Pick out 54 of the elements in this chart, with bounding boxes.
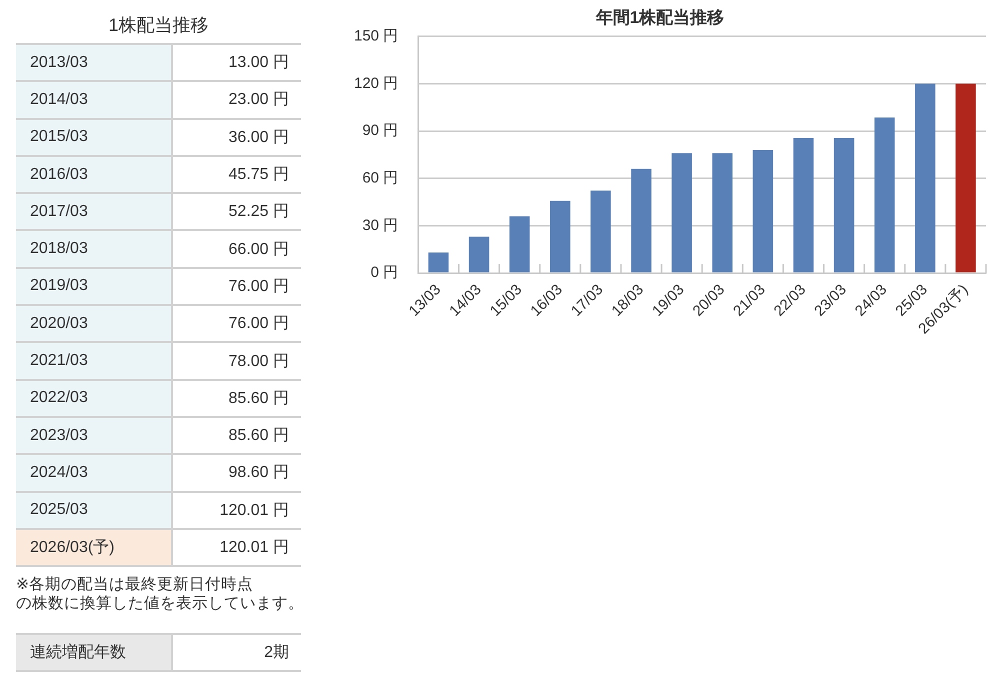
category-label: 2018/03 <box>16 231 173 267</box>
y-tick-label: 90 円 <box>362 122 398 140</box>
text: 13.00 円 <box>228 54 289 72</box>
text: の株数に換算した値を表示しています。 <box>16 594 304 614</box>
bar <box>874 117 895 272</box>
category-label: 2026/03(予) <box>16 530 173 566</box>
text: 1株配当推移 <box>107 14 210 37</box>
bar <box>468 236 490 272</box>
text: 76.00 円 <box>228 278 289 295</box>
y-tick-label: 30 円 <box>362 216 398 234</box>
text: 45.75 円 <box>228 166 289 184</box>
bar <box>590 190 611 272</box>
bar <box>509 216 530 272</box>
text: 120.01 円 <box>220 539 289 556</box>
bar <box>428 252 449 272</box>
text: 78.00 円 <box>228 352 289 370</box>
y-tick-label: 150 円 <box>354 28 398 45</box>
bar <box>672 153 692 272</box>
bar <box>550 200 570 272</box>
text: 85.60 円 <box>228 427 289 444</box>
text: 66.00 円 <box>228 240 289 258</box>
category-label: 連続増配年数 <box>16 635 173 670</box>
text: 52.25 円 <box>228 203 289 220</box>
category-label: 2013/03 <box>16 45 173 80</box>
category-label: 2014/03 <box>16 82 173 118</box>
text: ※各期の配当は最終更新日付時点 <box>16 575 254 594</box>
category-label: 2015/03 <box>16 120 173 155</box>
y-tick-label: 0 円 <box>370 264 398 282</box>
category-label: 2022/03 <box>16 380 173 416</box>
category-label: 2025/03 <box>16 492 173 528</box>
category-label: 2020/03 <box>16 306 173 342</box>
text: 2期 <box>264 644 289 662</box>
category-label: 2021/03 <box>16 343 173 379</box>
y-tick-label: 60 円 <box>362 170 398 187</box>
category-label: 2024/03 <box>16 455 173 491</box>
text: 98.60 円 <box>228 464 289 482</box>
bar <box>834 138 854 272</box>
y-tick-label: 120 円 <box>354 74 398 92</box>
text: 36.00 円 <box>228 128 289 146</box>
bar <box>793 138 814 272</box>
bar <box>956 84 976 272</box>
text: 120.01 円 <box>220 502 289 519</box>
text: 23.00 円 <box>228 91 289 108</box>
category-label: 2023/03 <box>16 418 173 454</box>
text: 85.60 円 <box>228 390 289 407</box>
category-label: 2019/03 <box>16 268 173 304</box>
category-label: 2016/03 <box>16 156 173 192</box>
chart-title: 年間1株配当推移 <box>594 8 724 27</box>
bar <box>712 153 733 272</box>
category-label: 2017/03 <box>16 194 173 230</box>
bar <box>631 168 652 272</box>
bar <box>752 150 774 272</box>
text: 76.00 円 <box>228 315 289 332</box>
bar <box>915 84 936 272</box>
